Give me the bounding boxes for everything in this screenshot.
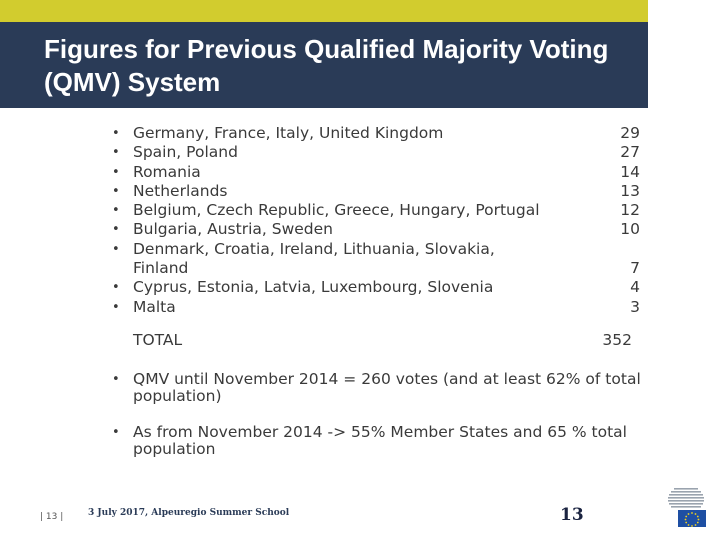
bullet-icon: • bbox=[112, 241, 120, 257]
bullet-icon: • bbox=[112, 222, 120, 238]
list-item-label-line1: Denmark, Croatia, Ireland, Lithuania, Sl… bbox=[133, 239, 495, 258]
top-accent-bar bbox=[0, 0, 648, 22]
list-item-label: Malta bbox=[133, 297, 176, 316]
total-value: 352 bbox=[602, 331, 632, 349]
note-text: QMV until November 2014 = 260 votes (and… bbox=[133, 370, 641, 405]
list-item: • Cyprus, Estonia, Latvia, Luxembourg, S… bbox=[112, 278, 652, 297]
list-item: • Romania 14 bbox=[112, 163, 652, 182]
bullet-icon: • bbox=[112, 372, 120, 387]
bullet-icon: • bbox=[112, 280, 120, 296]
bullet-icon: • bbox=[112, 164, 120, 180]
list-item: • Spain, Poland 27 bbox=[112, 143, 652, 162]
total-label: TOTAL bbox=[133, 331, 183, 349]
list-item-label: Romania bbox=[133, 162, 201, 181]
footer-date-event: 3 July 2017, Alpeuregio Summer School bbox=[88, 508, 290, 518]
list-item: • Belgium, Czech Republic, Greece, Hunga… bbox=[112, 201, 652, 220]
slide-title: Figures for Previous Qualified Majority … bbox=[44, 34, 609, 97]
list-item-label: Belgium, Czech Republic, Greece, Hungary… bbox=[133, 201, 540, 220]
list-item-label: Netherlands bbox=[133, 181, 228, 200]
list-item-value: 29 bbox=[620, 124, 640, 142]
list-item-label: Germany, France, Italy, United Kingdom bbox=[133, 124, 444, 142]
bullet-icon: • bbox=[112, 425, 120, 440]
member-state-votes-list: • Germany, France, Italy, United Kingdom… bbox=[112, 124, 652, 317]
bullet-icon: • bbox=[112, 183, 120, 199]
footer-page-marker: | 13 | bbox=[40, 512, 64, 522]
list-item-label: Denmark, Croatia, Ireland, Lithuania, Sl… bbox=[133, 240, 495, 279]
list-item-value: 12 bbox=[620, 201, 640, 220]
list-item: • Germany, France, Italy, United Kingdom… bbox=[112, 124, 652, 143]
list-item: • Bulgaria, Austria, Sweden 10 bbox=[112, 220, 652, 239]
list-item-label: Spain, Poland bbox=[133, 143, 238, 162]
list-item-label: Bulgaria, Austria, Sweden bbox=[133, 220, 333, 239]
eu-commission-logo-icon bbox=[668, 488, 706, 527]
title-band bbox=[0, 22, 648, 108]
list-item-value: 27 bbox=[620, 143, 640, 162]
list-item-label-line2: Finland bbox=[133, 259, 189, 278]
list-item: • Malta 3 bbox=[112, 298, 652, 317]
list-item: • Denmark, Croatia, Ireland, Lithuania, … bbox=[112, 240, 652, 279]
list-item-label: Cyprus, Estonia, Latvia, Luxembourg, Slo… bbox=[133, 278, 494, 297]
bullet-icon: • bbox=[112, 203, 120, 219]
list-item-value: 4 bbox=[630, 278, 640, 297]
footer-slide-number: 13 bbox=[560, 505, 584, 525]
top-accent-gap bbox=[648, 0, 720, 22]
list-item-value: 14 bbox=[620, 162, 640, 181]
list-item-value: 13 bbox=[620, 181, 640, 200]
list-item: • Netherlands 13 bbox=[112, 182, 652, 201]
list-item-value: 3 bbox=[630, 297, 640, 316]
list-item-value: 7 bbox=[630, 259, 640, 278]
list-item-value: 10 bbox=[620, 220, 640, 239]
bullet-icon: • bbox=[112, 299, 120, 315]
bullet-icon: • bbox=[112, 126, 120, 141]
note-text: As from November 2014 -> 55% Member Stat… bbox=[133, 423, 627, 458]
bullet-icon: • bbox=[112, 145, 120, 161]
